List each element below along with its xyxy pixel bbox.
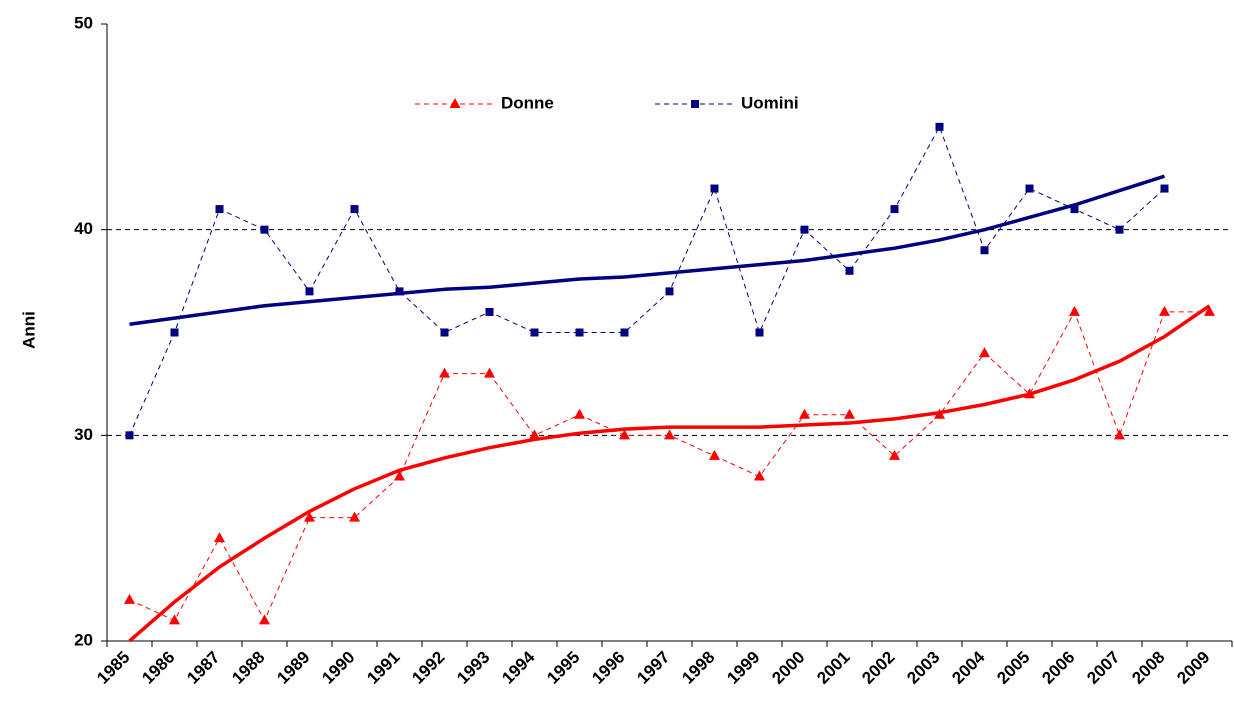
marker <box>710 184 719 193</box>
marker <box>215 205 224 214</box>
marker <box>889 449 900 460</box>
legend-label: Donne <box>501 93 554 112</box>
marker <box>890 205 899 214</box>
marker <box>691 100 699 108</box>
marker <box>485 307 494 316</box>
marker <box>305 287 314 296</box>
marker <box>845 266 854 275</box>
marker <box>1204 305 1215 316</box>
marker <box>665 287 674 296</box>
x-tick-label: 2002 <box>858 648 898 688</box>
x-tick-label: 2001 <box>813 648 853 688</box>
marker <box>349 511 360 522</box>
trend-line <box>129 174 1166 327</box>
marker <box>1115 225 1124 234</box>
y-tick-label: 50 <box>74 13 93 32</box>
x-tick-label: 1990 <box>318 648 358 688</box>
marker <box>620 328 629 337</box>
marker <box>350 205 359 214</box>
marker <box>979 347 990 358</box>
marker <box>259 614 270 625</box>
x-tick-label: 2004 <box>948 647 989 688</box>
marker <box>980 246 989 255</box>
x-tick-label: 2007 <box>1083 648 1123 688</box>
marker <box>439 367 450 378</box>
y-tick-label: 30 <box>74 425 93 444</box>
x-tick-label: 1987 <box>183 648 223 688</box>
series-line <box>129 125 1165 436</box>
marker <box>260 225 269 234</box>
marker <box>1070 205 1079 214</box>
marker <box>1114 429 1125 440</box>
marker <box>1159 305 1170 316</box>
x-tick-label: 1997 <box>633 648 673 688</box>
x-tick-label: 1989 <box>273 648 313 688</box>
marker <box>449 98 461 108</box>
marker <box>1160 184 1169 193</box>
marker <box>799 408 810 419</box>
x-tick-label: 1996 <box>588 648 628 688</box>
marker <box>619 429 630 440</box>
x-tick-label: 2000 <box>768 648 808 688</box>
marker <box>755 328 764 337</box>
marker <box>1069 305 1080 316</box>
x-tick-label: 1988 <box>228 648 268 688</box>
marker <box>709 449 720 460</box>
y-axis-label: Anni <box>19 311 38 349</box>
trend-line <box>128 304 1211 643</box>
legend-label: Uomini <box>741 93 799 112</box>
x-tick-label: 2008 <box>1128 648 1168 688</box>
x-tick-label: 1994 <box>498 647 539 688</box>
x-tick-label: 1999 <box>723 648 763 688</box>
y-tick-label: 40 <box>74 219 93 238</box>
marker <box>484 367 495 378</box>
marker <box>575 328 584 337</box>
marker <box>170 328 179 337</box>
x-tick-label: 1986 <box>138 648 178 688</box>
marker <box>394 470 405 481</box>
marker <box>1025 184 1034 193</box>
marker <box>440 328 449 337</box>
x-tick-label: 2006 <box>1038 648 1078 688</box>
marker <box>530 328 539 337</box>
marker <box>124 593 135 604</box>
marker <box>574 408 585 419</box>
marker <box>169 614 180 625</box>
marker <box>529 429 540 440</box>
x-tick-label: 1985 <box>93 648 133 688</box>
y-tick-label: 20 <box>74 630 93 649</box>
x-tick-label: 1991 <box>363 648 403 688</box>
marker <box>664 429 675 440</box>
marker <box>844 408 855 419</box>
marker <box>935 122 944 131</box>
x-tick-label: 2005 <box>993 648 1033 688</box>
marker <box>214 532 225 543</box>
marker <box>754 470 765 481</box>
x-tick-label: 1995 <box>543 648 583 688</box>
marker <box>304 511 315 522</box>
x-tick-label: 1993 <box>453 648 493 688</box>
x-tick-label: 2009 <box>1173 648 1213 688</box>
x-tick-label: 1992 <box>408 648 448 688</box>
x-tick-label: 2003 <box>903 648 943 688</box>
marker <box>800 225 809 234</box>
x-tick-label: 1998 <box>678 648 718 688</box>
marker <box>395 287 404 296</box>
series-line <box>129 310 1210 622</box>
marker <box>125 431 134 440</box>
